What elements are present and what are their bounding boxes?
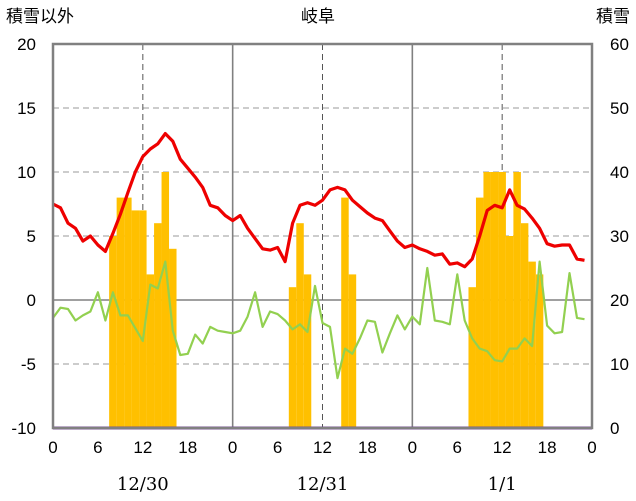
left-tick-label: 15 xyxy=(17,99,36,118)
hour-tick-label: 18 xyxy=(178,438,197,457)
left-tick-label: -5 xyxy=(21,355,36,374)
hour-tick-label: 0 xyxy=(587,438,596,457)
snow-bar xyxy=(109,236,117,428)
left-tick-labels: 20 15 10 5 0 -5 -10 xyxy=(11,35,36,438)
right-axis-label: 積雪 xyxy=(596,7,630,27)
snow-bar xyxy=(513,172,521,428)
snow-bar xyxy=(483,172,491,428)
snow-bar xyxy=(139,210,147,428)
snow-bar xyxy=(161,172,170,428)
snow-bar xyxy=(146,274,155,428)
left-tick-label: 10 xyxy=(17,163,36,182)
snow-bar xyxy=(498,172,506,428)
snow-bar xyxy=(468,287,476,428)
left-tick-label: 5 xyxy=(27,227,36,246)
snow-bar xyxy=(154,223,162,428)
left-tick-label: 0 xyxy=(27,291,36,310)
hour-tick-label: 6 xyxy=(453,438,462,457)
snow-bar xyxy=(490,172,499,428)
left-axis-label: 積雪以外 xyxy=(6,7,74,27)
right-tick-label: 10 xyxy=(610,355,629,374)
hour-tick-label: 0 xyxy=(408,438,417,457)
hour-tick-label: 6 xyxy=(93,438,102,457)
snow-bar xyxy=(341,197,349,428)
date-label: 12/30 xyxy=(117,474,169,495)
right-tick-label: 40 xyxy=(610,163,629,182)
snow-bar xyxy=(288,287,297,428)
hour-tick-labels: 0 6 12 18 0 6 12 18 0 6 12 18 0 xyxy=(48,438,596,457)
snow-bar xyxy=(124,197,132,428)
hour-tick-label: 12 xyxy=(133,438,152,457)
snow-bar xyxy=(520,223,529,428)
plot-border xyxy=(51,42,594,430)
plot-frame xyxy=(51,42,594,430)
chart-title: 岐阜 xyxy=(301,7,335,27)
snow-bar xyxy=(475,197,484,428)
right-tick-label: 20 xyxy=(610,291,629,310)
snow-bar xyxy=(131,210,140,428)
snow-bar xyxy=(535,274,544,428)
snow-bar xyxy=(505,236,514,428)
hour-tick-label: 6 xyxy=(273,438,282,457)
series-line xyxy=(52,132,585,269)
series-line xyxy=(52,260,585,380)
hour-tick-label: 18 xyxy=(538,438,557,457)
right-tick-label: 60 xyxy=(610,35,629,54)
hour-tick-label: 0 xyxy=(228,438,237,457)
date-label: 12/31 xyxy=(297,474,349,495)
snow-bar xyxy=(303,274,312,428)
hour-tick-label: 12 xyxy=(493,438,512,457)
right-tick-label: 30 xyxy=(610,227,629,246)
hour-tick-label: 18 xyxy=(358,438,377,457)
left-tick-label: 20 xyxy=(17,35,36,54)
right-tick-label: 0 xyxy=(610,419,619,438)
hour-tick-label: 0 xyxy=(48,438,57,457)
hour-tick-label: 12 xyxy=(313,438,332,457)
date-label: 1/1 xyxy=(488,474,517,495)
right-tick-labels: 60 50 40 30 20 10 0 xyxy=(610,35,629,438)
date-labels: 12/30 12/31 1/1 xyxy=(117,474,517,495)
right-tick-label: 50 xyxy=(610,99,629,118)
left-tick-label: -10 xyxy=(11,419,36,438)
snow-bar xyxy=(169,248,177,428)
